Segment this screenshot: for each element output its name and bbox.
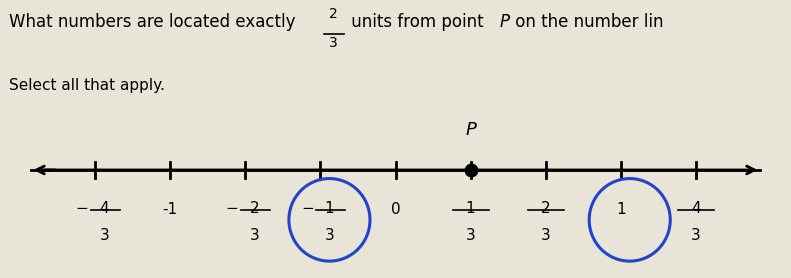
Text: 2: 2 — [249, 201, 259, 216]
Text: on the number lin: on the number lin — [510, 13, 664, 31]
Text: −: − — [301, 201, 314, 216]
Text: 1: 1 — [324, 201, 335, 216]
Text: 2: 2 — [329, 7, 339, 21]
Text: 3: 3 — [541, 229, 551, 244]
Text: P: P — [500, 13, 510, 31]
Text: What numbers are located exactly: What numbers are located exactly — [9, 13, 301, 31]
Text: Select all that apply.: Select all that apply. — [9, 78, 165, 93]
Text: 3: 3 — [249, 229, 259, 244]
Text: 3: 3 — [466, 229, 475, 244]
Text: 3: 3 — [324, 229, 335, 244]
Text: 0: 0 — [391, 202, 400, 217]
Text: 4: 4 — [100, 201, 109, 216]
Text: 1: 1 — [466, 201, 475, 216]
Text: 3: 3 — [691, 229, 701, 244]
Text: P: P — [465, 121, 476, 139]
Text: 2: 2 — [541, 201, 551, 216]
Text: 4: 4 — [691, 201, 701, 216]
Text: −: − — [226, 201, 239, 216]
Text: 3: 3 — [329, 36, 339, 50]
Text: -1: -1 — [163, 202, 178, 217]
Text: units from point: units from point — [346, 13, 490, 31]
Text: −: − — [76, 201, 89, 216]
Text: 3: 3 — [100, 229, 109, 244]
Text: 1: 1 — [616, 202, 626, 217]
